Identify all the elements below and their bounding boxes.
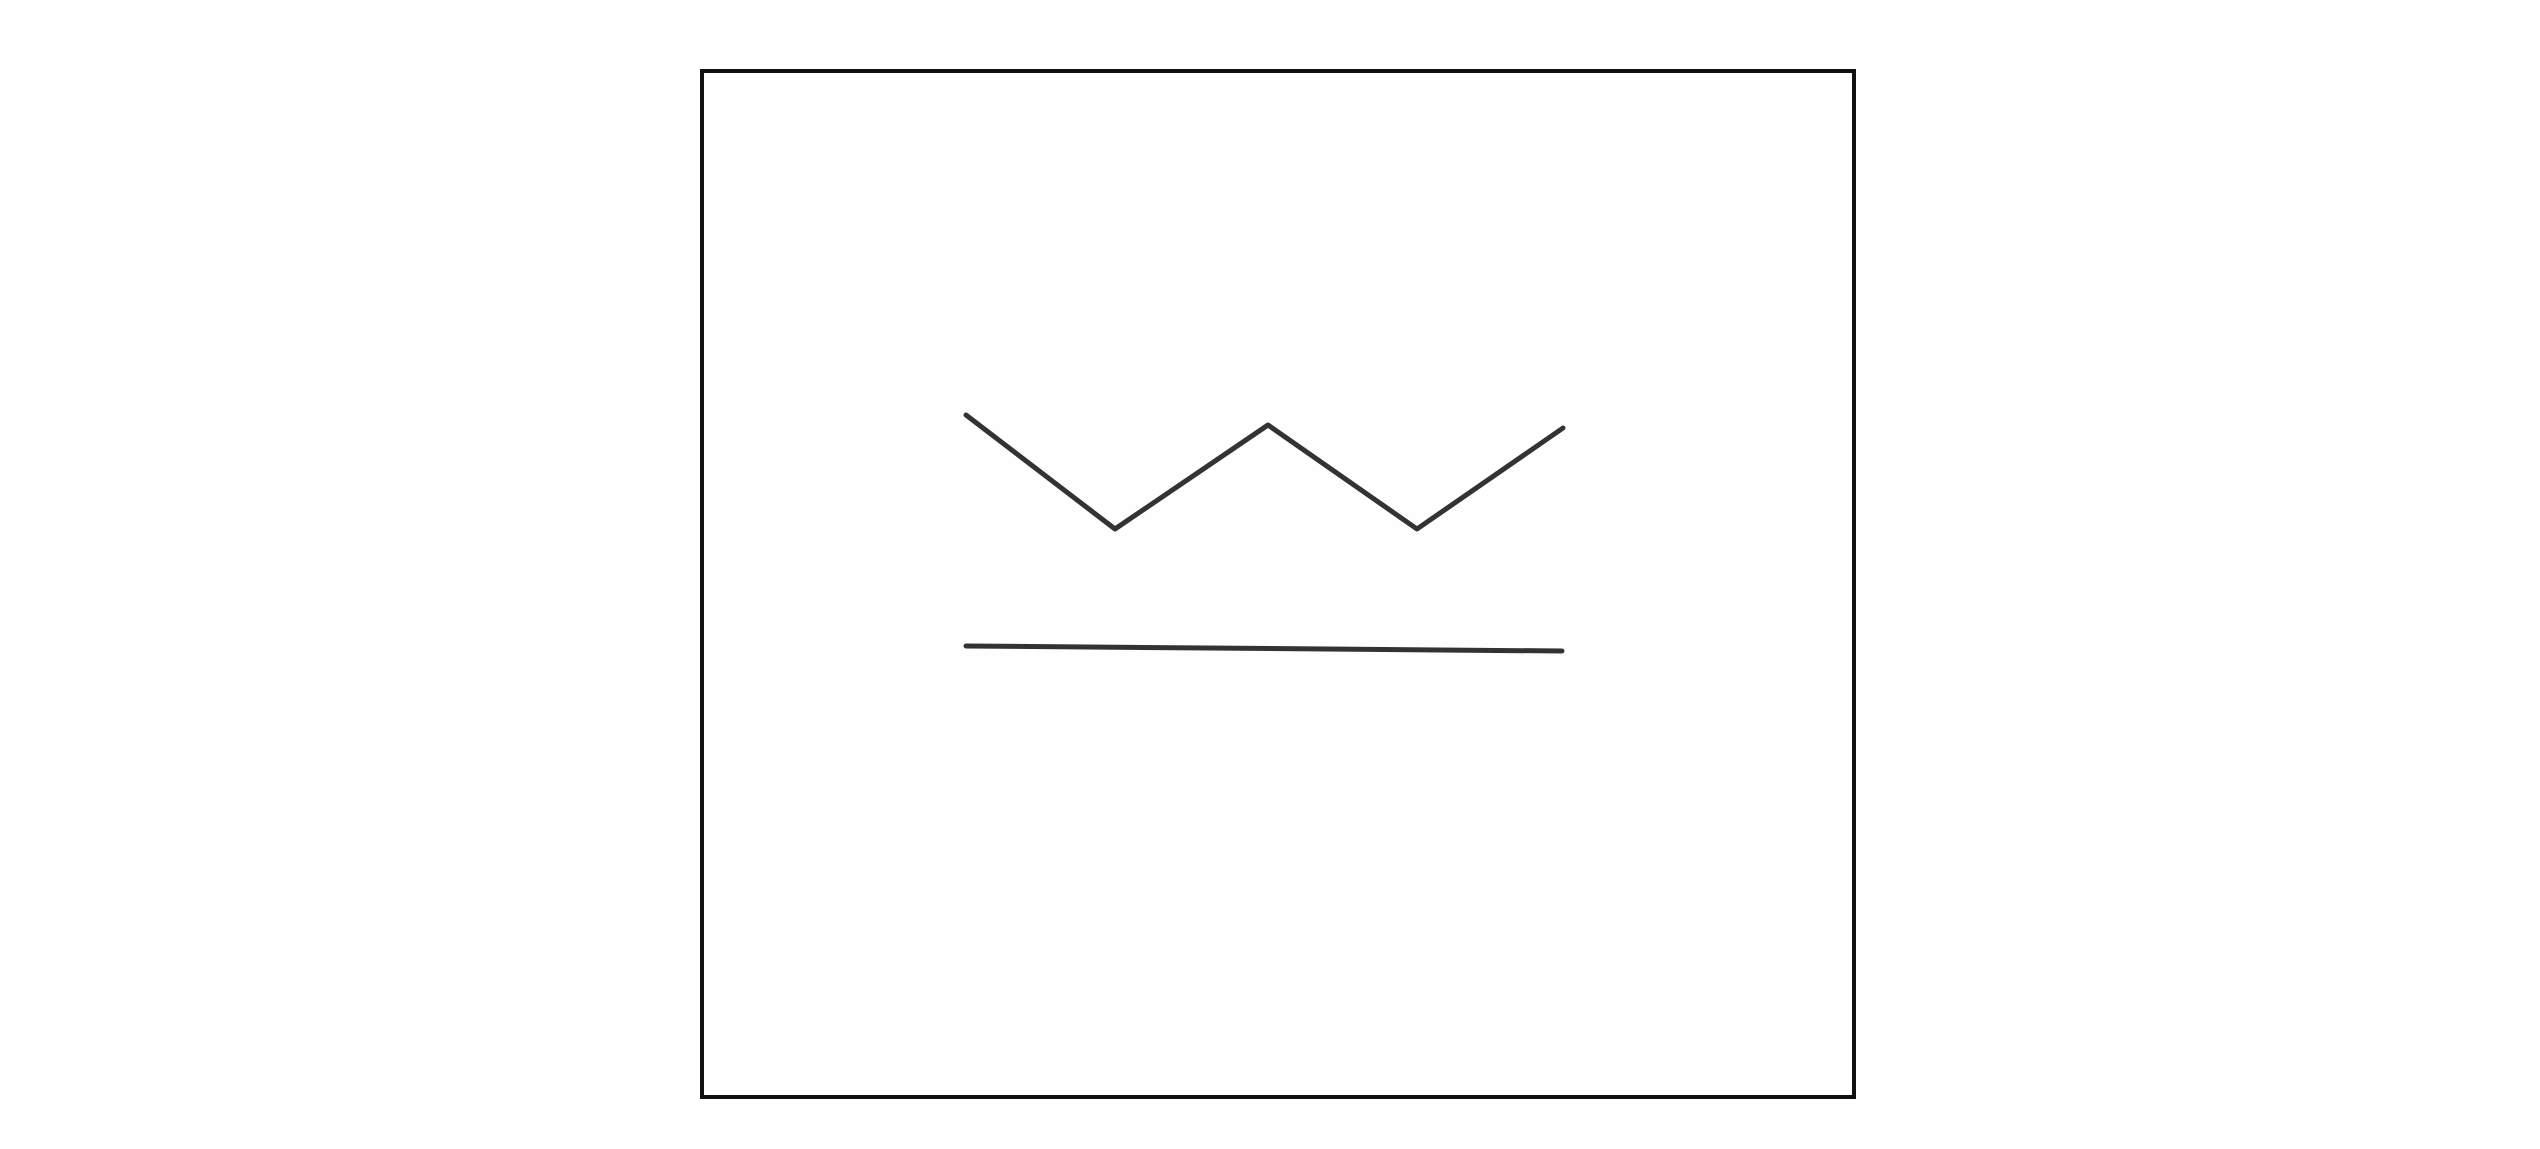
zigzag-line (963, 412, 1566, 532)
zigzag-over-line-icon (963, 412, 1566, 654)
symbol-panel (918, 239, 1632, 789)
horizontal-line (963, 643, 1565, 654)
figure-frame (700, 69, 1856, 1099)
